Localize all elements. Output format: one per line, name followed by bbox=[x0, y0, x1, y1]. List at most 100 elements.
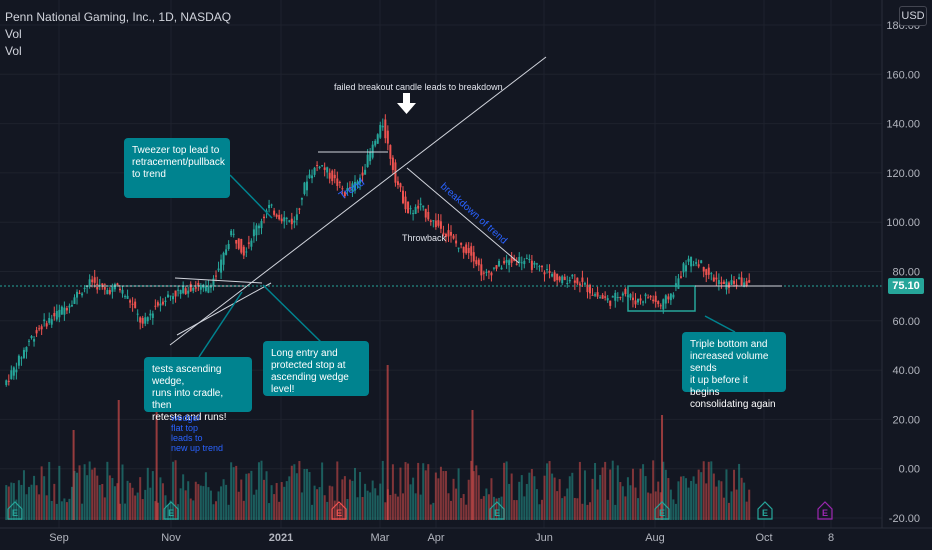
candle-body bbox=[637, 298, 640, 303]
candle-body bbox=[722, 281, 725, 285]
candle-body bbox=[450, 231, 453, 236]
candle-body bbox=[543, 272, 546, 275]
volume-bar bbox=[389, 494, 392, 520]
candle-body bbox=[470, 246, 473, 256]
volume-bar bbox=[15, 499, 18, 520]
candle-body bbox=[207, 285, 210, 293]
candle-body bbox=[442, 232, 445, 235]
candle-body bbox=[384, 119, 387, 139]
candle-body bbox=[472, 252, 475, 262]
candle-body bbox=[376, 134, 379, 144]
volume-bar bbox=[523, 496, 526, 520]
volume-bar bbox=[487, 494, 490, 520]
candle-body bbox=[247, 242, 250, 244]
candle-body bbox=[240, 238, 243, 253]
candle-body bbox=[364, 169, 367, 175]
candle-body bbox=[336, 178, 339, 186]
candle-body bbox=[520, 262, 523, 264]
candle-body bbox=[629, 294, 632, 298]
candle-body bbox=[692, 264, 695, 266]
candle-body bbox=[154, 305, 157, 307]
candle-body bbox=[712, 277, 715, 282]
volume-bar bbox=[594, 463, 597, 520]
candle-body bbox=[212, 278, 215, 287]
candle-body bbox=[690, 256, 693, 267]
candle-body bbox=[717, 280, 720, 285]
candle-body bbox=[159, 303, 162, 306]
volume-bar bbox=[677, 481, 680, 520]
candle-body bbox=[73, 297, 76, 304]
volume-bar bbox=[561, 498, 564, 520]
volume-bar bbox=[33, 475, 36, 520]
volume-bar bbox=[649, 493, 652, 520]
candle-body bbox=[366, 154, 369, 168]
volume-bar bbox=[682, 476, 685, 520]
volume-bar bbox=[530, 469, 533, 520]
volume-bar bbox=[222, 479, 225, 520]
volume-bar bbox=[139, 477, 142, 520]
candle-body bbox=[215, 275, 218, 277]
candle-body bbox=[250, 240, 253, 247]
earnings-e-icon: E bbox=[331, 501, 347, 520]
volume-bar bbox=[500, 496, 503, 520]
candle-body bbox=[12, 367, 15, 376]
volume-bar bbox=[134, 495, 137, 520]
candle-body bbox=[118, 288, 121, 291]
wedge-flat-label: wedge/ flat top leads to new up trend bbox=[171, 413, 224, 453]
volume-bar bbox=[434, 472, 437, 520]
candle-body bbox=[621, 293, 624, 296]
note-wedge-text: tests ascending wedge, runs into cradle,… bbox=[152, 364, 227, 423]
y-tick-label: 140.00 bbox=[886, 119, 920, 131]
candle-body bbox=[356, 181, 359, 186]
candle-body bbox=[705, 269, 708, 275]
candle-body bbox=[129, 300, 132, 303]
candle-body bbox=[669, 293, 672, 301]
volume-bar bbox=[381, 460, 384, 520]
candle-body bbox=[139, 317, 142, 323]
candle-body bbox=[179, 290, 182, 295]
volume-bar bbox=[432, 502, 435, 520]
volume-bar bbox=[581, 503, 584, 520]
volume-bar bbox=[240, 479, 243, 520]
volume-bar bbox=[442, 471, 445, 520]
volume-bar bbox=[505, 461, 508, 520]
candle-body bbox=[490, 272, 493, 276]
volume-bar bbox=[576, 498, 579, 520]
volume-bar bbox=[184, 490, 187, 520]
candle-body bbox=[103, 284, 106, 290]
candle-body bbox=[533, 262, 536, 265]
earnings-icon-letter: E bbox=[659, 508, 665, 518]
candle-body bbox=[43, 319, 46, 322]
volume-bar bbox=[697, 469, 700, 520]
volume-bar bbox=[242, 500, 245, 520]
volume-bar bbox=[712, 473, 715, 520]
candle-body bbox=[674, 283, 677, 288]
volume-bar bbox=[662, 461, 665, 520]
volume-bar bbox=[437, 478, 440, 520]
candle-body bbox=[134, 301, 137, 308]
volume-bar bbox=[384, 502, 387, 520]
volume-bar bbox=[346, 498, 349, 520]
volume-bar bbox=[156, 502, 159, 520]
earnings-icon-letter: E bbox=[12, 508, 18, 518]
volume-bar bbox=[136, 492, 139, 520]
candle-body bbox=[361, 172, 364, 176]
volume-bar bbox=[717, 480, 720, 520]
currency-button[interactable]: USD bbox=[899, 6, 927, 26]
candle-body bbox=[144, 317, 147, 324]
volume-bar bbox=[482, 496, 485, 520]
candle-body bbox=[528, 258, 531, 260]
earnings-icon-shape bbox=[331, 501, 347, 520]
volume-bar bbox=[379, 483, 382, 520]
volume-bar bbox=[20, 484, 23, 520]
candle-body bbox=[316, 164, 319, 166]
candle-body bbox=[222, 252, 225, 265]
volume-bar bbox=[121, 464, 124, 520]
candle-body bbox=[710, 273, 713, 275]
earnings-icon-shape bbox=[163, 501, 179, 520]
candle-body bbox=[487, 271, 490, 273]
volume-bar bbox=[154, 501, 157, 520]
volume-bar bbox=[225, 484, 228, 520]
wedge-connector bbox=[198, 291, 243, 358]
